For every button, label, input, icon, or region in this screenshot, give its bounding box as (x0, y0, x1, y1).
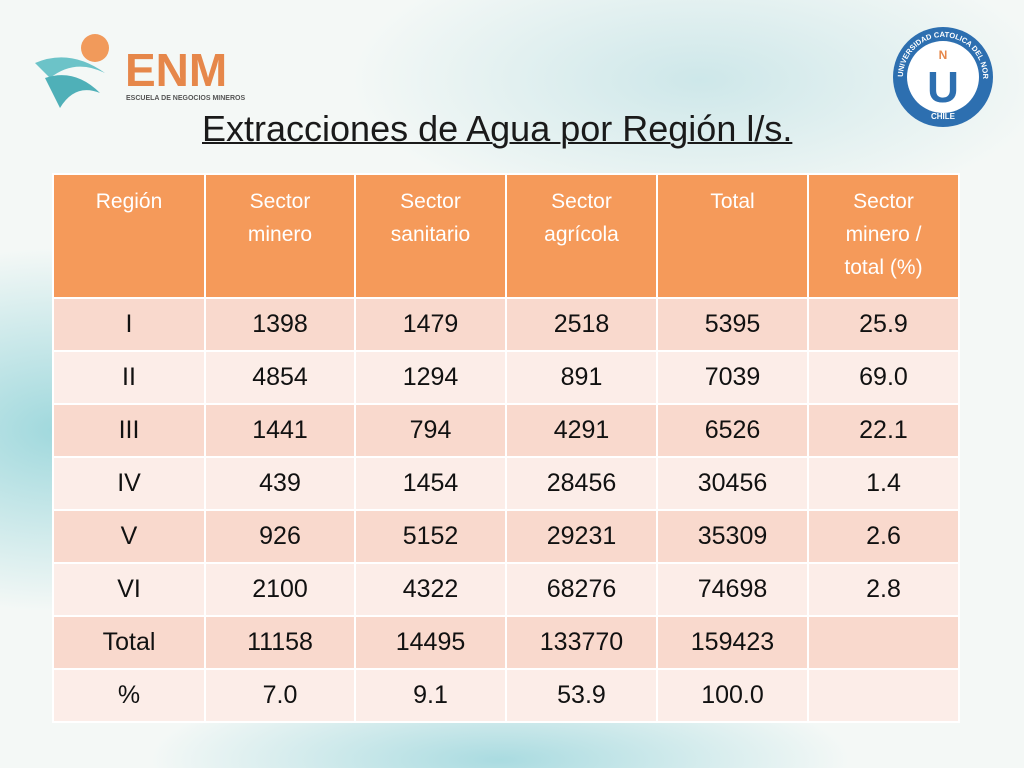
table-cell: 926 (204, 509, 356, 564)
table-cell: 35309 (656, 509, 809, 564)
header-cell: Total (656, 173, 809, 299)
table-row: I 1398 1479 2518 5395 25.9 (52, 297, 960, 352)
logo-name: ENM (125, 44, 227, 96)
table-row: III 1441 794 4291 6526 22.1 (52, 403, 960, 458)
table-cell: 2100 (204, 562, 356, 617)
table-cell: 14495 (354, 615, 507, 670)
table-cell: 2.6 (807, 509, 960, 564)
table-cell: 68276 (505, 562, 658, 617)
data-table: Región Sector minero Sector sanitario Secto… (52, 173, 960, 723)
header-text: Región (95, 190, 163, 213)
table-cell: 4291 (505, 403, 658, 458)
table-cell: 53.9 (505, 668, 658, 723)
table-cell: 794 (354, 403, 507, 458)
table-cell: 5395 (656, 297, 809, 352)
table-cell: 1454 (354, 456, 507, 511)
table-row: VI 2100 4322 68276 74698 2.8 (52, 562, 960, 617)
header-text: Sector sanitario (390, 190, 471, 246)
header-cell: Sector sanitario (354, 173, 507, 299)
title: Extracciones de Agua por Región l/s. (202, 108, 793, 149)
badge-letter: U (927, 63, 959, 112)
table-cell: 7039 (656, 350, 809, 405)
header-cell: Sector minero (204, 173, 356, 299)
table-cell: 9.1 (354, 668, 507, 723)
header-row: Región Sector minero Sector sanitario Secto… (52, 173, 960, 299)
table-cell: II (52, 350, 206, 405)
table-cell: 1398 (204, 297, 356, 352)
logo-wave (45, 75, 100, 108)
table-cell (807, 668, 960, 723)
table-cell: 30456 (656, 456, 809, 511)
ucn-logo: UNIVERSIDAD CATOLICA DEL NORTE CHILE N U (888, 22, 993, 127)
table-cell: 2518 (505, 297, 658, 352)
badge-country: CHILE (931, 112, 956, 121)
table-cell: 25.9 (807, 297, 960, 352)
badge-letter: N (939, 48, 948, 62)
table-cell: 2.8 (807, 562, 960, 617)
table-cell: 6526 (656, 403, 809, 458)
table-cell: VI (52, 562, 206, 617)
table-cell: III (52, 403, 206, 458)
table-cell: 159423 (656, 615, 809, 670)
table-cell: 7.0 (204, 668, 356, 723)
table-row: IV 439 1454 28456 30456 1.4 (52, 456, 960, 511)
header-text: Sector agrícola (544, 190, 619, 246)
header-text: Sector minero (247, 190, 313, 246)
logo-sun (81, 34, 109, 62)
header-cell: Sector minero / total (%) (807, 173, 960, 299)
table-row: Total 11158 14495 133770 159423 (52, 615, 960, 670)
enm-logo: ENM ESCUELA DE NEGOCIOS MINEROS (35, 34, 245, 108)
table-cell: 22.1 (807, 403, 960, 458)
table-cell: 1479 (354, 297, 507, 352)
table-cell: 11158 (204, 615, 356, 670)
table-cell: 28456 (505, 456, 658, 511)
table-cell: 29231 (505, 509, 658, 564)
table-row: % 7.0 9.1 53.9 100.0 (52, 668, 960, 723)
table-cell: V (52, 509, 206, 564)
table-cell: 891 (505, 350, 658, 405)
table-cell: 1294 (354, 350, 507, 405)
table-cell: 133770 (505, 615, 658, 670)
table-cell: 5152 (354, 509, 507, 564)
header-cell: Sector agrícola (505, 173, 658, 299)
table-cell: IV (52, 456, 206, 511)
table-cell: Total (52, 615, 206, 670)
table-cell: 100.0 (656, 668, 809, 723)
table-cell (807, 615, 960, 670)
table-cell: 4322 (354, 562, 507, 617)
table-cell: 1441 (204, 403, 356, 458)
logo-wave (35, 57, 105, 78)
table-cell: 439 (204, 456, 356, 511)
table-cell: % (52, 668, 206, 723)
header-cell: Región (52, 173, 206, 299)
badge-center (907, 41, 979, 113)
table-row: II 4854 1294 891 7039 69.0 (52, 350, 960, 405)
table-cell: I (52, 297, 206, 352)
header-text: Total (710, 190, 755, 213)
logo-subtitle: ESCUELA DE NEGOCIOS MINEROS (126, 95, 245, 102)
table-cell: 1.4 (807, 456, 960, 511)
table-cell: 4854 (204, 350, 356, 405)
table-row: V 926 5152 29231 35309 2.6 (52, 509, 960, 564)
table-cell: 74698 (656, 562, 809, 617)
header-text: Sector minero / total (%) (844, 190, 923, 279)
table-cell: 69.0 (807, 350, 960, 405)
